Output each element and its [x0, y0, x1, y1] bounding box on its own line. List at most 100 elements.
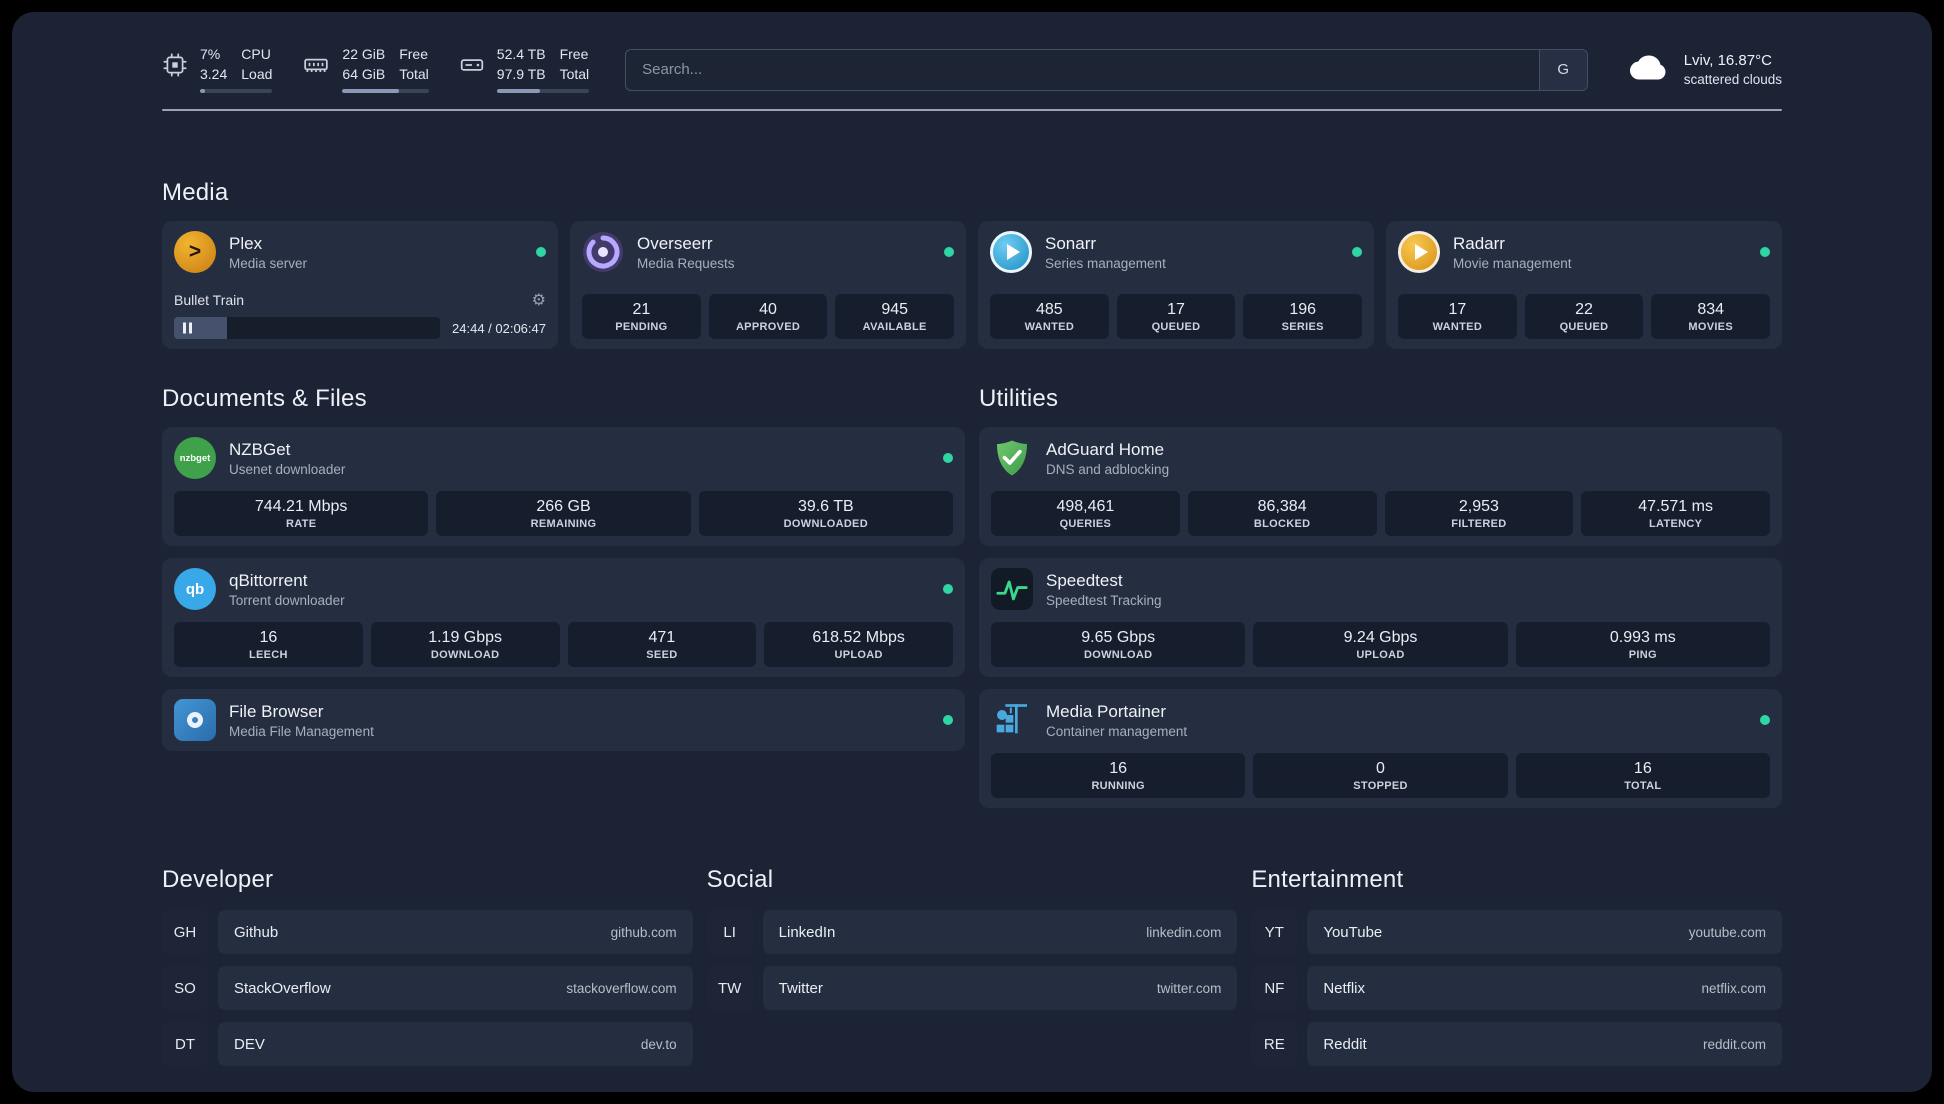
cpu-progress-track: [200, 89, 273, 93]
service-description: DNS and adblocking: [1046, 461, 1170, 477]
bookmark-url: linkedin.com: [1146, 924, 1222, 940]
disk-total-value: 97.9 TB: [496, 65, 546, 82]
weather-widget: Lviv, 16.87°C scattered clouds: [1624, 51, 1782, 88]
bookmark-dev[interactable]: DT DEV dev.to: [162, 1022, 693, 1066]
cpu-progress-fill: [200, 89, 206, 93]
plex-icon: >: [174, 231, 216, 273]
service-name: AdGuard Home: [1046, 439, 1165, 459]
disk-progress-fill: [496, 89, 541, 93]
plex-now-playing: Bullet Train ⚙ 24:44 / 02:06:47: [174, 280, 546, 339]
search-input[interactable]: [626, 49, 1539, 90]
stat-tile: 47.571 ms LATENCY: [1581, 491, 1770, 536]
service-card-overseerr: Overseerr Media Requests 21 PENDING 40 APP…: [570, 221, 966, 349]
disk-free-label: Free: [559, 46, 589, 62]
section-title-media: Media: [162, 179, 229, 206]
service-name: Overseerr: [637, 233, 713, 253]
bookmark-github[interactable]: GH Github github.com: [162, 910, 693, 954]
service-link-qbittorrent[interactable]: qb qBittorrent Torrent downloader: [174, 568, 953, 610]
cpu-load-value: 3.24: [200, 65, 228, 82]
service-link-speedtest[interactable]: Speedtest Speedtest Tracking: [991, 568, 1770, 610]
utilities-column: Utilities: [979, 385, 1782, 808]
memory-progress-fill: [342, 89, 400, 93]
search-provider-button[interactable]: G: [1538, 49, 1587, 90]
topbar-divider: [162, 109, 1782, 111]
bookmark-reddit[interactable]: RE Reddit reddit.com: [1251, 1022, 1782, 1066]
service-description: Series management: [1045, 255, 1166, 271]
search-bar: G: [625, 48, 1588, 91]
bookmark-stackoverflow[interactable]: SO StackOverflow stackoverflow.com: [162, 966, 693, 1010]
bookmark-abbr: LI: [706, 910, 753, 954]
stat-tile: 471 SEED: [567, 622, 757, 667]
bookmark-name: Github: [234, 923, 279, 941]
memory-total-value: 64 GiB: [342, 65, 386, 82]
service-link-radarr[interactable]: Radarr Movie management: [1398, 231, 1770, 273]
cpu-icon: [162, 46, 188, 78]
service-name: Radarr: [1453, 233, 1505, 253]
seek-bar[interactable]: [174, 317, 441, 339]
service-link-portainer[interactable]: Media Portainer Container management: [991, 699, 1770, 741]
service-description: Media File Management: [229, 723, 374, 739]
service-card-adguard: AdGuard Home DNS and adblocking 498,461 Q…: [979, 427, 1782, 546]
section-title-documents: Documents & Files: [162, 385, 367, 412]
bookmark-abbr: DT: [162, 1022, 208, 1066]
bookmark-name: StackOverflow: [234, 979, 331, 997]
settings-gear-icon[interactable]: ⚙: [531, 292, 546, 309]
memory-free-value: 22 GiB: [342, 46, 386, 62]
stat-tile: 485 WANTED: [990, 294, 1109, 339]
memory-widget: 22 GiB 64 GiB Free Total: [302, 46, 429, 93]
bookmark-url: netflix.com: [1701, 980, 1766, 996]
bookmark-name: LinkedIn: [778, 923, 836, 941]
cpu-widget: 7% 3.24 CPU Load: [162, 46, 273, 93]
bookmark-netflix[interactable]: NF Netflix netflix.com: [1251, 966, 1782, 1010]
stat-tile: 0.993 ms PING: [1515, 622, 1770, 667]
service-card-qbittorrent: qb qBittorrent Torrent downloader 16 LEEC…: [162, 558, 965, 677]
service-link-sonarr[interactable]: Sonarr Series management: [990, 231, 1362, 273]
service-card-portainer: Media Portainer Container management 16 R…: [979, 689, 1782, 808]
service-link-plex[interactable]: > Plex Media server: [174, 231, 546, 273]
bookmark-url: dev.to: [640, 1036, 677, 1052]
weather-location: Lviv, 16.87°C: [1683, 52, 1772, 69]
stat-tile: 86,384 BLOCKED: [1187, 491, 1377, 536]
status-dot: [944, 247, 954, 257]
status-dot: [1760, 715, 1770, 725]
stat-tile: 834 MOVIES: [1651, 294, 1771, 339]
adguard-icon: [991, 437, 1033, 479]
bookmark-youtube[interactable]: YT YouTube youtube.com: [1251, 910, 1782, 954]
weather-condition: scattered clouds: [1683, 72, 1782, 87]
service-link-filebrowser[interactable]: File Browser Media File Management: [174, 699, 953, 741]
disk-total-label: Total: [559, 65, 590, 82]
status-dot: [943, 453, 953, 463]
playback-time: 24:44 / 02:06:47: [452, 320, 546, 336]
stat-tile: 945 AVAILABLE: [835, 294, 955, 339]
stat-tile: 16 TOTAL: [1515, 753, 1770, 798]
speedtest-icon: [991, 568, 1033, 610]
bookmark-name: Twitter: [778, 979, 823, 997]
service-name: qBittorrent: [229, 570, 308, 590]
service-card-sonarr: Sonarr Series management 485 WANTED 17 QUE…: [978, 221, 1374, 349]
cpu-label: CPU: [241, 46, 271, 62]
service-card-nzbget: nzbget NZBGet Usenet downloader 744.21 M…: [162, 427, 965, 546]
status-dot: [943, 584, 953, 594]
bookmark-name: Netflix: [1323, 979, 1366, 997]
bookmark-url: twitter.com: [1156, 980, 1222, 996]
bookmark-linkedin[interactable]: LI LinkedIn linkedin.com: [706, 910, 1238, 954]
service-description: Torrent downloader: [229, 592, 345, 608]
status-dot: [536, 247, 546, 257]
nzbget-icon: nzbget: [174, 437, 216, 479]
stat-tile: 17 QUEUED: [1116, 294, 1236, 339]
service-description: Media server: [229, 255, 308, 271]
pause-icon[interactable]: [183, 322, 192, 334]
bookmark-abbr: YT: [1251, 910, 1298, 954]
service-link-overseerr[interactable]: Overseerr Media Requests: [582, 231, 954, 273]
bookmark-twitter[interactable]: TW Twitter twitter.com: [706, 966, 1238, 1010]
service-name: File Browser: [229, 701, 324, 721]
bookmarks-section: Developer GH Github github.com SO StackOv…: [162, 866, 1782, 1078]
service-link-nzbget[interactable]: nzbget NZBGet Usenet downloader: [174, 437, 953, 479]
service-card-plex: > Plex Media server Bullet Train ⚙: [162, 221, 558, 349]
bookmark-group-entertainment: Entertainment YT YouTube youtube.com NF N…: [1251, 866, 1782, 1078]
service-link-adguard[interactable]: AdGuard Home DNS and adblocking: [991, 437, 1770, 479]
service-description: Media Requests: [637, 255, 735, 271]
stat-tile: 266 GB REMAINING: [436, 491, 691, 536]
stat-tile: 0 STOPPED: [1253, 753, 1508, 798]
service-description: Usenet downloader: [229, 461, 346, 477]
